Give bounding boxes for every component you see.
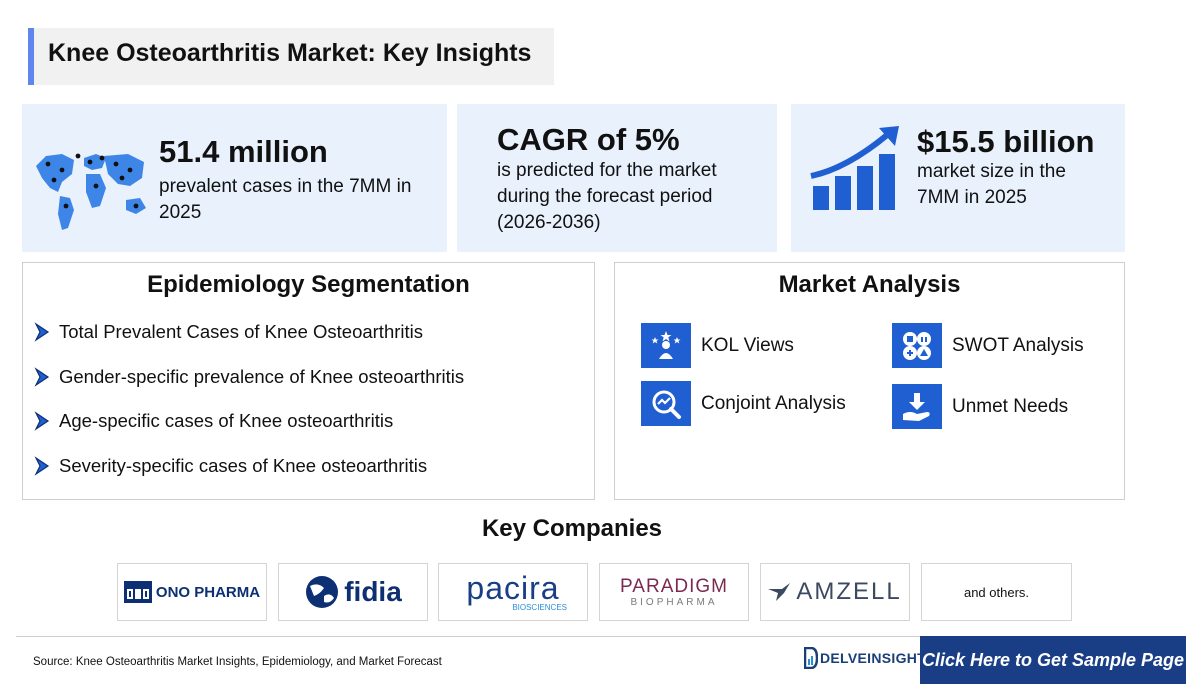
epi-item-label: Severity-specific cases of Knee osteoart…: [59, 455, 428, 476]
epi-item-label: Age-specific cases of Knee osteoarthriti…: [59, 410, 394, 431]
prevalence-text: prevalent cases in the 7MM in 2025: [159, 176, 412, 223]
stat-cagr: CAGR of 5% is predicted for the market d…: [457, 104, 777, 252]
delveinsight-mark-icon: [804, 647, 818, 669]
conjoint-analysis-icon: [641, 381, 691, 426]
delveinsight-logo: DELVEINSIGHT: [804, 644, 926, 672]
chevron-right-icon: [34, 367, 50, 387]
source-note: Source: Knee Osteoarthritis Market Insig…: [33, 656, 442, 668]
chevron-right-icon: [34, 411, 50, 431]
market-item-label: Unmet Needs: [952, 395, 1069, 417]
key-companies-heading: Key Companies: [481, 515, 663, 542]
market-analysis-panel: Market Analysis KOL Views SWOT Analysis: [614, 262, 1125, 500]
epi-item: Total Prevalent Cases of Knee Osteoarthr…: [33, 320, 423, 344]
bird-icon: [768, 583, 791, 601]
get-sample-page-button[interactable]: Click Here to Get Sample Page: [920, 636, 1186, 684]
market-item-label: SWOT Analysis: [952, 334, 1084, 356]
prevalence-value: 51.4 million: [159, 134, 328, 169]
chevron-right-icon: [34, 322, 50, 342]
stat-market-size: $15.5 billion market size in the 7MM in …: [791, 104, 1125, 252]
delveinsight-text: DELVEINSIGHT: [820, 650, 927, 666]
stat-prevalence: 51.4 million prevalent cases in the 7MM …: [22, 104, 447, 252]
ono-logo-mark-icon: [123, 581, 152, 603]
market-item-swot: SWOT Analysis: [892, 323, 1084, 368]
growth-chart-icon: [810, 126, 899, 210]
logo-text: AMZELL: [796, 578, 902, 605]
epi-item: Gender-specific prevalence of Knee osteo…: [33, 365, 464, 389]
logo-text: pacira: [466, 569, 560, 606]
epi-item-label: Gender-specific prevalence of Knee osteo…: [59, 366, 465, 387]
market-item-conjoint: Conjoint Analysis: [641, 381, 846, 426]
epidemiology-panel: Epidemiology Segmentation Total Prevalen…: [22, 262, 595, 500]
logo-text: fidia: [344, 576, 402, 607]
logo-text: ONO PHARMA: [155, 583, 261, 601]
market-analysis-heading: Market Analysis: [778, 271, 961, 298]
epi-item: Age-specific cases of Knee osteoarthriti…: [33, 409, 393, 433]
logo-subtext: BIOPHARMA: [630, 596, 718, 608]
logo-text: PARADIGM: [620, 575, 728, 597]
chevron-right-icon: [34, 456, 50, 476]
logo-paradigm: PARADIGM BIOPHARMA: [599, 563, 749, 621]
market-item-unmet-needs: Unmet Needs: [892, 384, 1068, 429]
market-size-value: $15.5 billion: [917, 124, 1095, 159]
market-item-label: Conjoint Analysis: [701, 392, 846, 414]
logo-pacira: pacira BIOSCIENCES: [438, 563, 588, 621]
logo-subtext: BIOSCIENCES: [512, 602, 567, 612]
market-item-kol-views: KOL Views: [641, 323, 794, 368]
globe-icon: [306, 576, 339, 608]
logo-others: and others.: [921, 563, 1072, 621]
others-text: and others.: [963, 584, 1030, 600]
swot-icon: [892, 323, 942, 368]
logo-ono-pharma: ONO PHARMA: [117, 563, 267, 621]
epi-item: Severity-specific cases of Knee osteoart…: [33, 454, 427, 478]
page-title: Knee Osteoarthritis Market: Key Insights: [48, 39, 532, 67]
world-map-icon: [36, 153, 146, 230]
logo-amzell: AMZELL: [760, 563, 910, 621]
title-banner: Knee Osteoarthritis Market: Key Insights: [28, 28, 554, 85]
market-item-label: KOL Views: [701, 334, 794, 356]
unmet-needs-icon: [892, 384, 942, 429]
footer-divider: [16, 636, 1186, 637]
cagr-value: CAGR of 5%: [497, 122, 680, 157]
logo-fidia: fidia: [278, 563, 428, 621]
market-size-text: market size in the 7MM in 2025: [917, 161, 1066, 208]
kol-views-icon: [641, 323, 691, 368]
epi-item-label: Total Prevalent Cases of Knee Osteoarthr…: [59, 321, 424, 342]
cagr-text: is predicted for the market during the f…: [497, 160, 717, 233]
epidemiology-heading: Epidemiology Segmentation: [147, 271, 470, 298]
